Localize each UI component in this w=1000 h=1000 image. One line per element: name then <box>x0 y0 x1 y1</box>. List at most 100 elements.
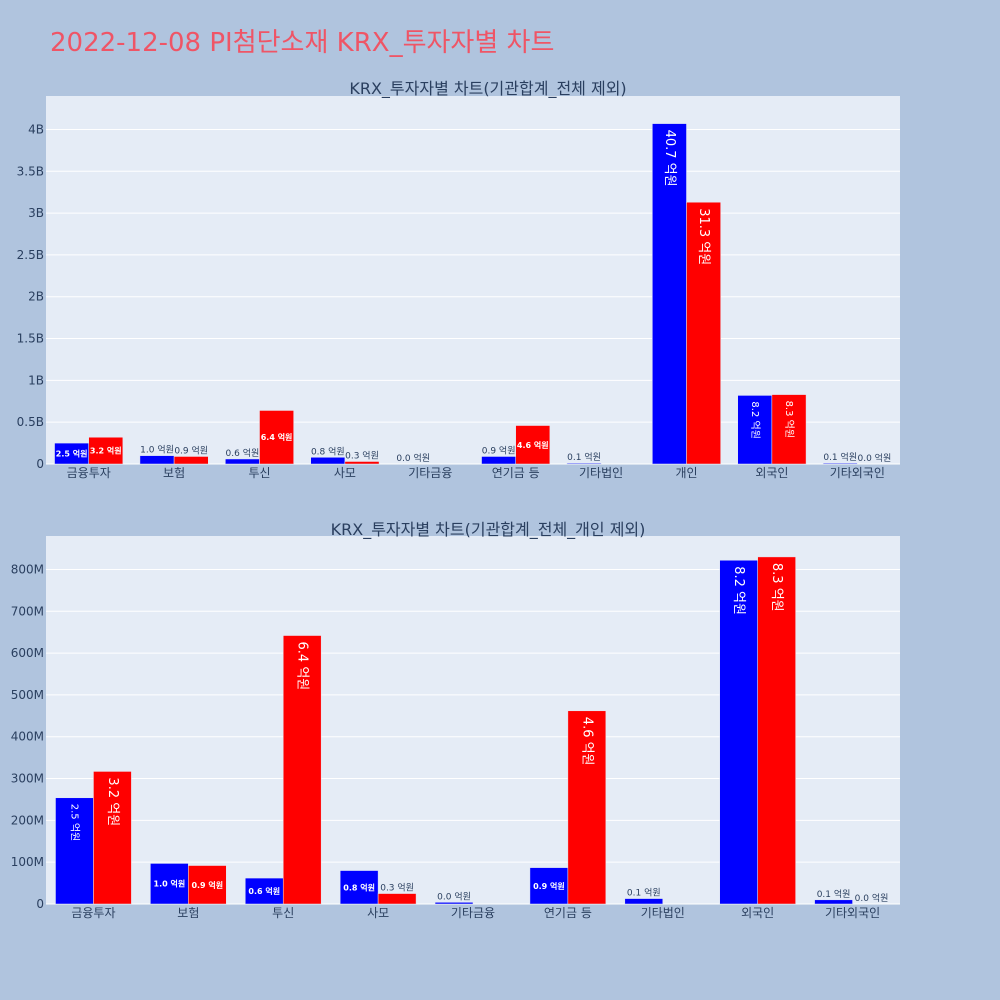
x-tick-label: 개인 <box>675 466 697 480</box>
data-label: 8.2 억원 <box>731 566 746 615</box>
y-tick-label: 4B <box>28 122 44 136</box>
y-tick-label: 800M <box>11 562 44 576</box>
data-label: 8.3 억원 <box>769 563 784 612</box>
data-label: 0.0 억원 <box>858 452 892 464</box>
bar <box>310 457 346 465</box>
y-tick-label: 2B <box>28 290 44 304</box>
bar <box>150 863 189 905</box>
y-tick-label: 0.5B <box>17 415 44 429</box>
data-label: 0.0 억원 <box>396 452 430 464</box>
bar <box>88 436 124 465</box>
data-label: 0.3 억원 <box>380 882 414 894</box>
data-label: 3.2 억원 <box>90 446 122 456</box>
bar <box>566 462 602 465</box>
bar <box>567 710 607 905</box>
bar <box>377 893 417 905</box>
y-tick-label: 600M <box>11 646 44 660</box>
y-tick-label: 0 <box>36 457 44 471</box>
data-label: 0.0 억원 <box>437 890 471 902</box>
data-label: 0.9 억원 <box>174 444 208 456</box>
data-label: 2.5 억원 <box>68 804 80 841</box>
x-tick-label: 기타금융 <box>408 466 452 480</box>
x-tick-label: 기타금융 <box>451 906 495 920</box>
x-tick-label: 연기금 등 <box>492 466 540 480</box>
data-label: 0.9 억원 <box>482 444 516 456</box>
x-tick-label: 기타법인 <box>641 906 685 920</box>
data-label: 6.4 억원 <box>261 432 293 442</box>
bar <box>771 394 807 465</box>
bar <box>529 867 569 905</box>
x-tick-label: 기타외국인 <box>830 466 885 480</box>
x-tick-label: 투신 <box>272 906 294 920</box>
x-tick-label: 기타외국인 <box>825 906 880 920</box>
data-label: 1.0 억원 <box>140 444 174 456</box>
bar <box>652 123 687 465</box>
data-label: 0.1 억원 <box>627 887 661 899</box>
chart-title: KRX_투자자별 차트(기관합계_전체 제외) <box>349 79 626 99</box>
data-label: 0.6 억원 <box>248 886 280 896</box>
bar <box>624 898 664 905</box>
bar <box>93 771 132 905</box>
x-tick-label: 외국인 <box>755 466 788 480</box>
y-tick-label: 0 <box>36 897 44 911</box>
y-tick-label: 100M <box>11 855 44 869</box>
y-tick-label: 2.5B <box>17 248 44 262</box>
y-tick-label: 300M <box>11 772 44 786</box>
data-label: 0.1 억원 <box>567 451 601 463</box>
data-label: 40.7 억원 <box>662 130 677 187</box>
bar <box>259 410 294 465</box>
y-tick-label: 1B <box>28 373 44 387</box>
bar <box>282 635 322 905</box>
data-label: 8.3 억원 <box>783 401 795 438</box>
bar <box>814 899 853 905</box>
data-label: 0.9 억원 <box>533 881 565 891</box>
data-label: 0.3 억원 <box>345 449 379 461</box>
data-label: 0.0 억원 <box>855 892 889 904</box>
data-label: 0.1 억원 <box>823 451 857 463</box>
y-tick-label: 200M <box>11 813 44 827</box>
x-tick-label: 사모 <box>367 906 389 920</box>
x-tick-label: 투신 <box>248 466 270 480</box>
y-tick-label: 500M <box>11 688 44 702</box>
y-tick-label: 400M <box>11 730 44 744</box>
x-tick-label: 사모 <box>334 466 356 480</box>
x-tick-label: 금융투자 <box>67 466 111 480</box>
data-label: 4.6 억원 <box>517 440 549 450</box>
x-tick-label: 기타법인 <box>579 466 623 480</box>
data-label: 4.6 억원 <box>579 717 594 766</box>
bar <box>339 870 379 905</box>
page-title: 2022-12-08 PI첨단소재 KRX_투자자별 차트 <box>50 28 555 58</box>
x-tick-label: 금융투자 <box>71 906 115 920</box>
bar <box>245 877 284 905</box>
bar <box>686 201 721 465</box>
y-tick-label: 700M <box>11 604 44 618</box>
x-tick-label: 보험 <box>163 466 185 480</box>
x-tick-label: 연기금 등 <box>544 906 592 920</box>
x-tick-label: 보험 <box>177 906 199 920</box>
y-tick-label: 3.5B <box>17 164 44 178</box>
x-tick-label: 외국인 <box>741 906 774 920</box>
data-label: 1.0 억원 <box>154 879 186 889</box>
bar <box>757 556 796 905</box>
y-tick-label: 3B <box>28 206 44 220</box>
data-label: 31.3 억원 <box>696 208 711 265</box>
bar <box>188 865 227 905</box>
chart-top: 0 0.5B 1B 1.5B 2B 2.5B 3B 3.5B 4B KRX_투자자별 차트(기관합… <box>17 79 900 480</box>
data-label: 0.9 억원 <box>191 880 223 890</box>
bar <box>434 902 474 905</box>
data-label: 2.5 억원 <box>56 449 88 459</box>
data-label: 3.2 억원 <box>105 777 120 826</box>
bar <box>173 456 209 465</box>
chart-title: KRX_투자자별 차트(기관합계_전체_개인 제외) <box>331 520 646 540</box>
data-label: 8.2 억원 <box>749 401 761 438</box>
y-tick-label: 1.5B <box>17 332 44 346</box>
bar <box>719 560 758 905</box>
data-label: 6.4 억원 <box>295 642 310 691</box>
data-label: 0.6 억원 <box>226 447 260 459</box>
data-label: 0.8 억원 <box>311 445 345 457</box>
data-label: 0.1 억원 <box>817 888 851 900</box>
data-label: 0.8 억원 <box>343 882 375 892</box>
bar <box>822 462 858 465</box>
